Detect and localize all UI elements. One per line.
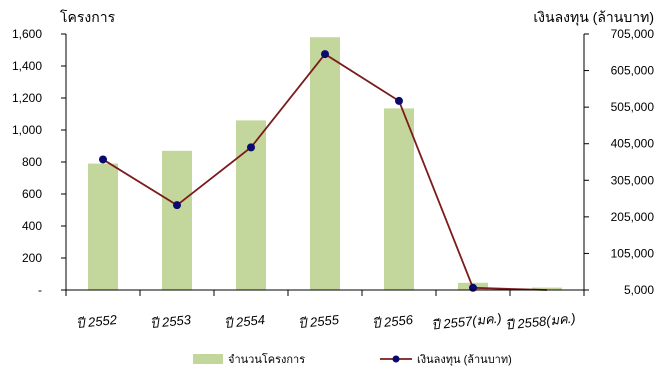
- y-tick-label-left: -: [38, 283, 42, 297]
- y-tick-label-right: 705,000: [611, 27, 655, 41]
- category-label: ปี 2557(มค.): [431, 310, 503, 332]
- y-tick-label-right: 505,000: [611, 100, 655, 114]
- legend-label-investment: เงินลงทุน (ล้านบาท): [417, 354, 512, 366]
- legend-swatch-investment-marker: [393, 356, 400, 363]
- y-tick-label-left: 1,600: [12, 27, 42, 41]
- bar-5: [384, 108, 414, 290]
- y-axis-title-right: เงินลงทุน (ล้านบาท): [533, 9, 654, 26]
- y-tick-label-right: 605,000: [611, 64, 655, 78]
- y-tick-label-left: 200: [22, 251, 42, 265]
- y-tick-label-left: 1,000: [12, 123, 42, 137]
- legend-label-projects: จำนวนโครงการ: [228, 352, 305, 366]
- y-tick-label-right: 5,000: [624, 283, 654, 297]
- y-tick-label-right: 305,000: [611, 173, 655, 187]
- line-point-1: [99, 155, 107, 163]
- y-tick-label-right: 105,000: [611, 246, 655, 260]
- y-tick-label-right: 205,000: [611, 210, 655, 224]
- bar-1: [88, 164, 118, 290]
- y-tick-label-left: 1,200: [12, 91, 42, 105]
- bar-2: [162, 151, 192, 290]
- bar-4: [310, 37, 340, 290]
- y-tick-label-left: 800: [22, 155, 42, 169]
- category-label: ปี 2552: [75, 312, 118, 331]
- category-label: ปี 2556: [371, 312, 414, 331]
- line-point-6: [469, 284, 477, 292]
- y-tick-label-right: 405,000: [611, 137, 655, 151]
- line-point-3: [247, 143, 255, 151]
- category-label: ปี 2553: [149, 312, 192, 331]
- y-axis-title-left: โครงการ: [60, 9, 116, 25]
- line-point-4: [321, 50, 329, 58]
- category-label: ปี 2554: [223, 312, 265, 331]
- y-tick-label-left: 600: [22, 187, 42, 201]
- line-point-5: [395, 97, 403, 105]
- line-point-2: [173, 201, 181, 209]
- category-label: ปี 2558(มค.): [505, 310, 577, 332]
- y-tick-label-left: 1,400: [12, 59, 42, 73]
- category-label: ปี 2555: [297, 312, 340, 331]
- y-tick-label-left: 400: [22, 219, 42, 233]
- legend-swatch-projects: [193, 354, 223, 364]
